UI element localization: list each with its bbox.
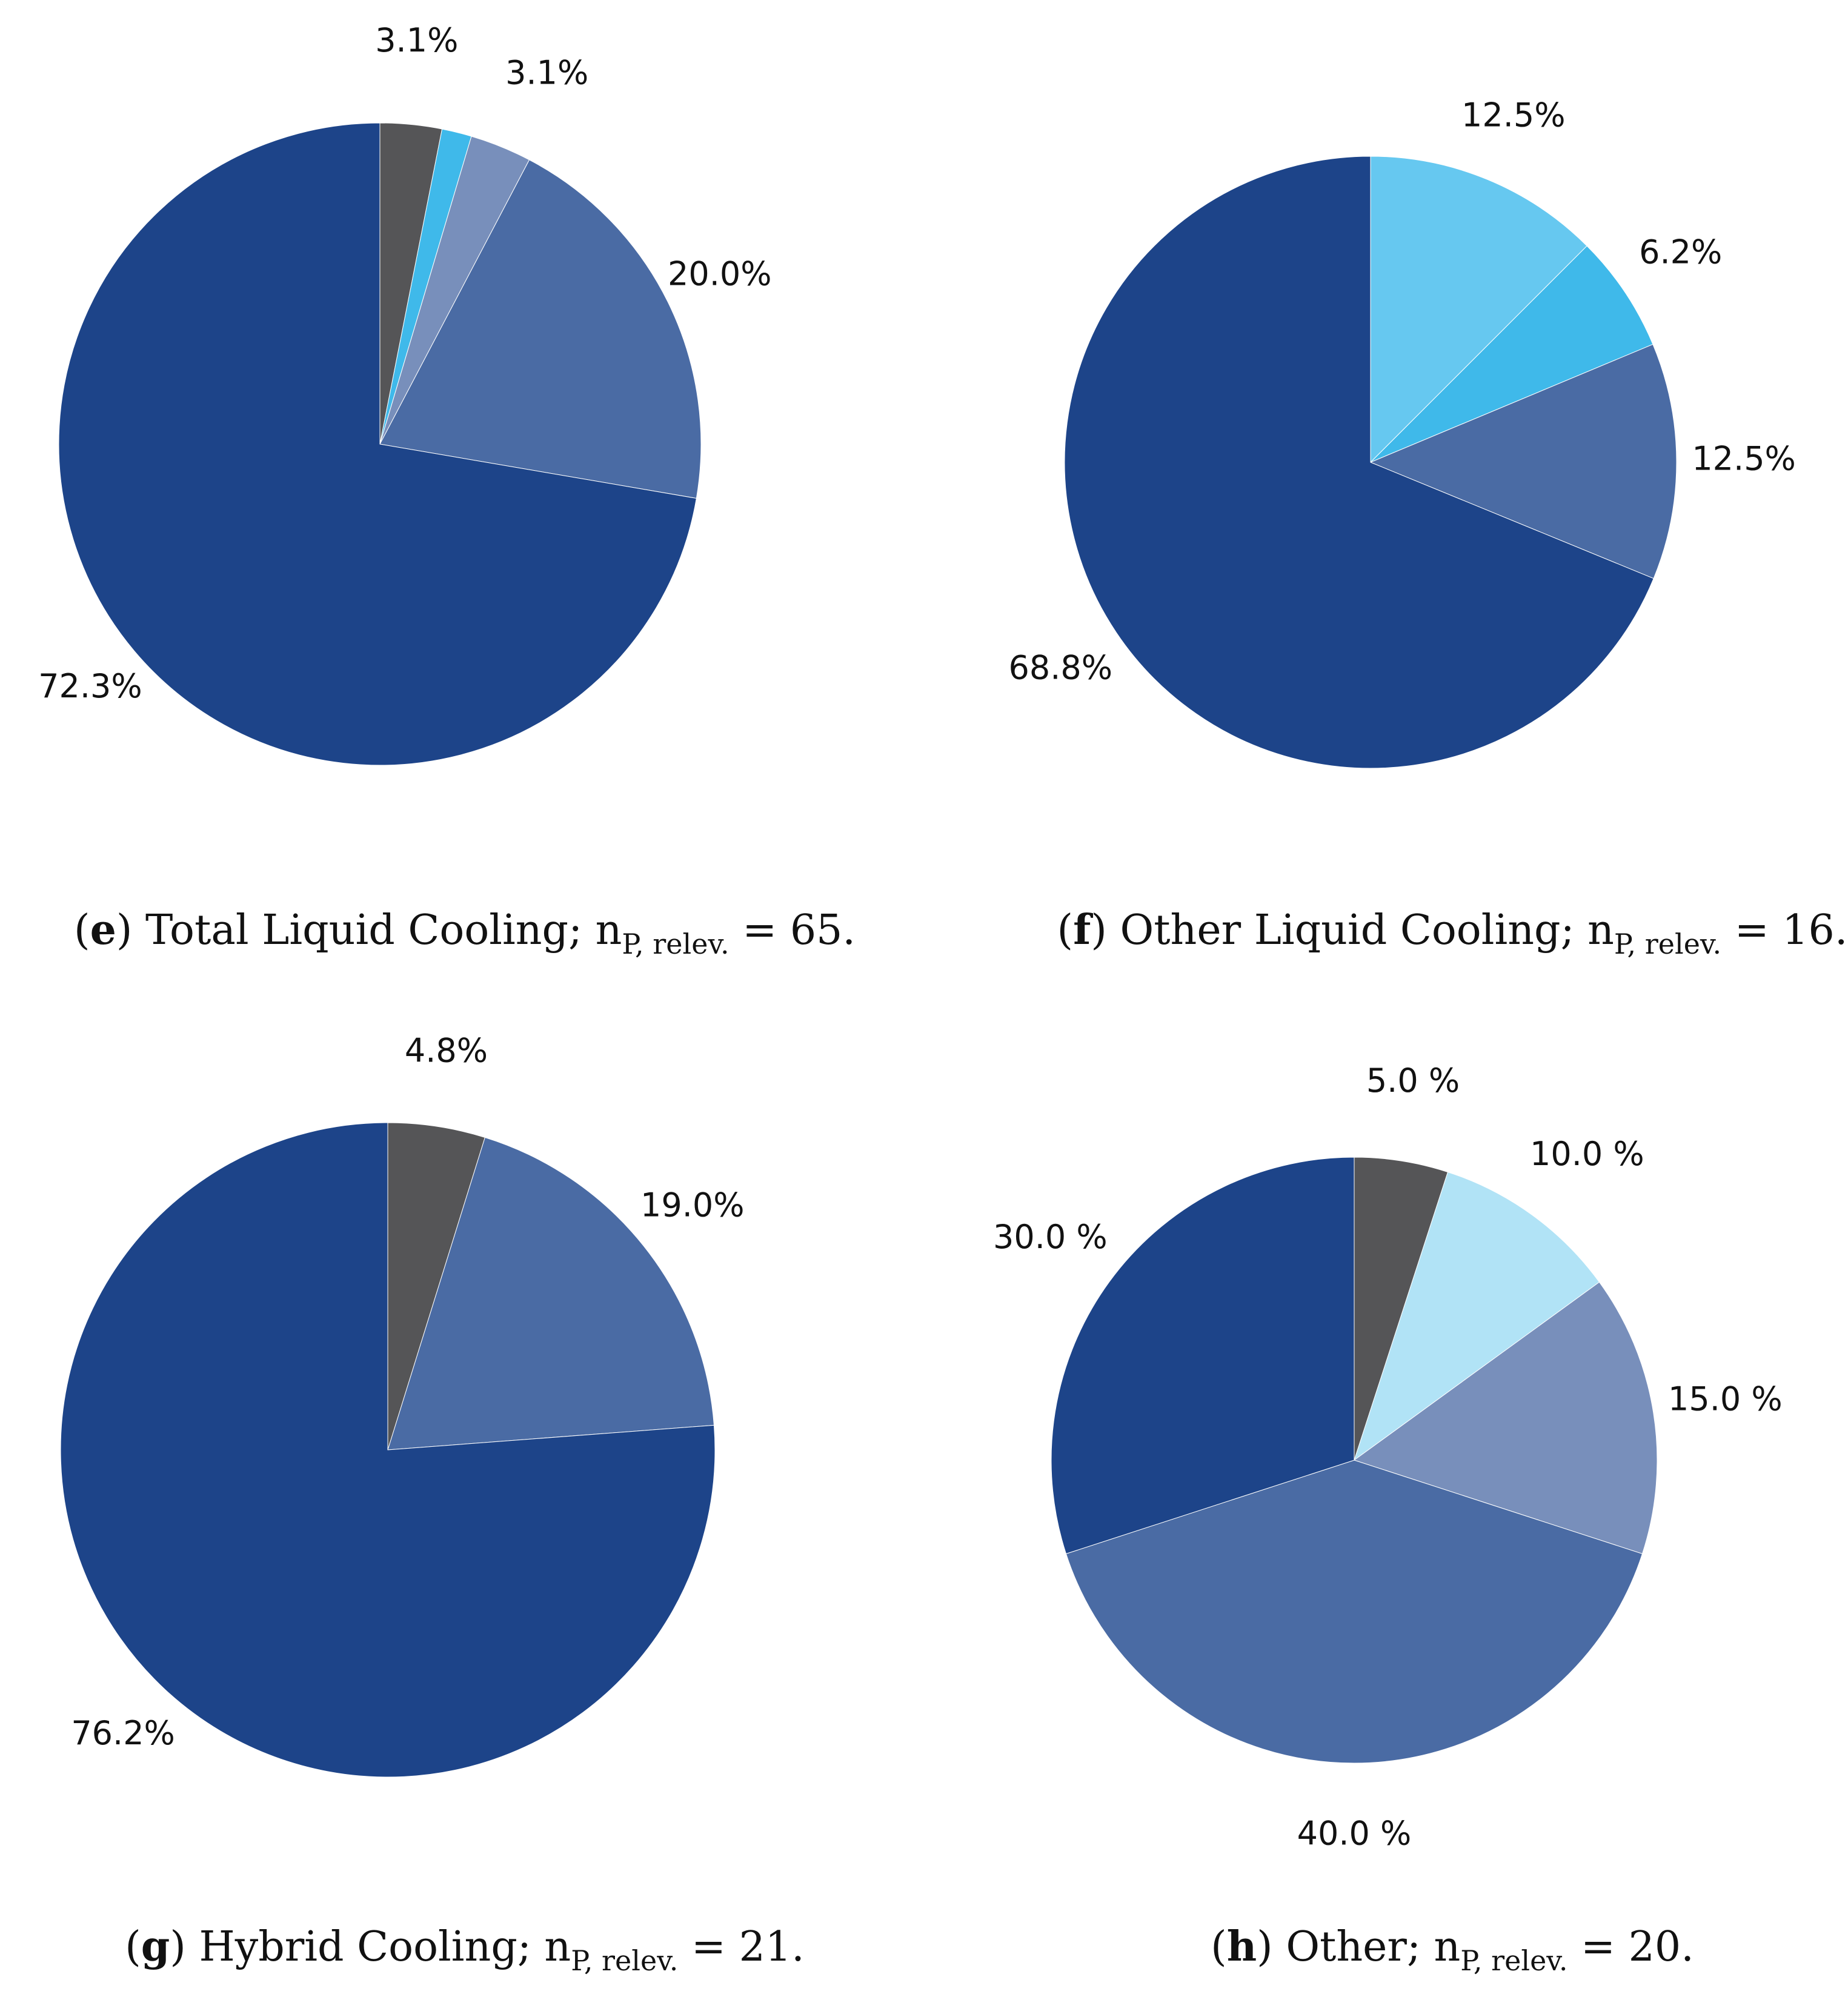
- slice-label-e-5: 72.3%: [38, 667, 142, 705]
- caption-panel-letter-h: h: [1227, 1922, 1257, 1971]
- caption-n-f: n: [1587, 906, 1614, 954]
- slice-label-e-3: 3.1%: [505, 53, 588, 91]
- pie-slice-e-4: [379, 159, 702, 499]
- slice-label-h-5: 30.0 %: [993, 1218, 1108, 1256]
- chart-panel-g: 4.8%19.0%76.2%(g) Hybrid Cooling; nP, re…: [60, 1031, 805, 1977]
- caption-n-value-e: 65: [790, 906, 843, 954]
- pie-slice-f-3: [1369, 344, 1677, 579]
- slice-label-g-3: 76.2%: [71, 1714, 175, 1752]
- slice-label-h-1: 5.0 %: [1366, 1061, 1460, 1100]
- caption-n-e: n: [596, 906, 622, 954]
- caption-title-h: Other: [1286, 1923, 1407, 1971]
- pie-slice-f-4: [1064, 156, 1654, 769]
- slice-label-f-2: 6.2%: [1639, 233, 1722, 271]
- caption-n-subscript-g: P, relev.: [571, 1944, 678, 1977]
- caption-n-g: n: [544, 1923, 571, 1971]
- slice-label-h-4: 40.0 %: [1297, 1815, 1412, 1853]
- chart-panel-f: 12.5% 6.2% 12.5% 68.8% (f) Other Liquid Cool…: [1009, 96, 1848, 960]
- chart-panel-e: 3.1% 3.1% 20.0% 72.3% (e) Total Liquid Cooli…: [38, 21, 856, 960]
- slice-label-g-2: 19.0%: [640, 1186, 745, 1224]
- caption-f: (f) Other Liquid Cooling; nP, relev. = 1…: [1057, 906, 1848, 960]
- slice-label-h-3: 15.0 %: [1668, 1380, 1783, 1418]
- pie-slice-g-2: [387, 1137, 715, 1450]
- pie-slice-h-5: [1051, 1157, 1355, 1555]
- caption-n-value-g: 21: [739, 1923, 792, 1971]
- caption-panel-letter-f: f: [1073, 906, 1093, 954]
- caption-panel-letter-g: g: [141, 1922, 170, 1971]
- pie-slice-g-1: [387, 1122, 486, 1450]
- caption-title-f: Other Liquid Cooling: [1120, 906, 1560, 954]
- slice-label-f-1: 12.5%: [1461, 96, 1566, 134]
- caption-n-subscript-h: P, relev.: [1460, 1944, 1567, 1977]
- pie-slice-f-2: [1370, 245, 1654, 463]
- slice-label-f-4: 68.8%: [1009, 649, 1113, 687]
- caption-n-h: n: [1434, 1923, 1460, 1971]
- pie-slice-e-5: [58, 122, 697, 766]
- slice-label-f-3: 12.5%: [1692, 440, 1796, 478]
- chart-panel-h: 5.0 % 10.0 % 15.0 % 40.0 % 30.0 % (h) Other; …: [993, 1061, 1783, 1977]
- caption-title-e: Total Liquid Cooling: [145, 906, 568, 954]
- caption-title-g: Hybrid Cooling: [199, 1923, 517, 1971]
- caption-g: (g) Hybrid Cooling; nP, relev. = 21.: [125, 1922, 804, 1977]
- slice-label-e-4: 20.0%: [668, 255, 772, 293]
- caption-e: (e) Total Liquid Cooling; nP, relev. = 6…: [74, 906, 856, 960]
- pie-slice-g-3: [60, 1122, 716, 1778]
- caption-panel-letter-e: e: [90, 906, 116, 954]
- caption-n-subscript-e: P, relev.: [622, 928, 729, 960]
- slice-label-e-1: 3.1%: [375, 21, 458, 59]
- slice-label-h-2: 10.0 %: [1530, 1135, 1644, 1173]
- pie-slice-h-3: [1353, 1281, 1658, 1555]
- caption-n-subscript-f: P, relev.: [1614, 928, 1721, 960]
- pie-slice-h-4: [1065, 1460, 1643, 1764]
- pie-slice-h-1: [1354, 1157, 1449, 1461]
- caption-n-value-f: 16: [1782, 906, 1835, 954]
- pie-slice-f-1: [1370, 156, 1587, 463]
- caption-n-value-h: 20: [1629, 1923, 1681, 1971]
- slice-label-g-1: 4.8%: [405, 1031, 488, 1069]
- caption-h: (h) Other; nP, relev. = 20.: [1211, 1922, 1694, 1977]
- pie-slice-h-2: [1354, 1171, 1600, 1461]
